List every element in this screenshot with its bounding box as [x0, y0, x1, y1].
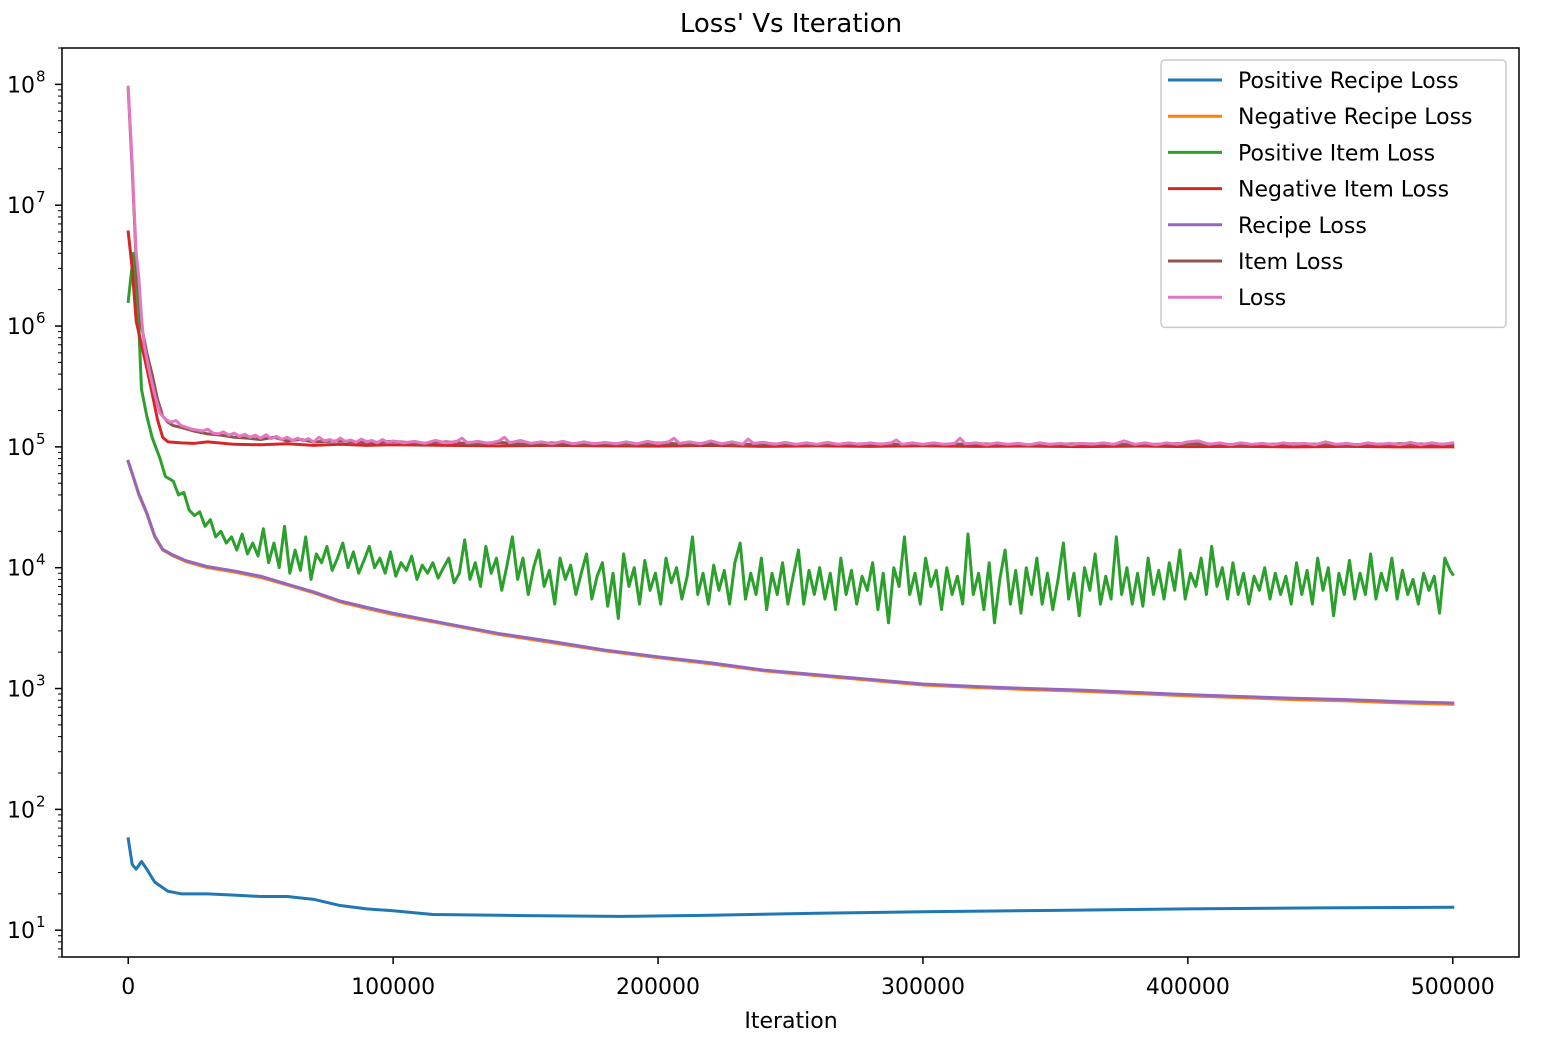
y-tick-label: 10 — [7, 315, 35, 340]
y-tick-label: 10 — [7, 194, 35, 219]
y-tick-exponent: 1 — [36, 913, 46, 931]
x-tick-label: 500000 — [1411, 975, 1495, 1000]
y-tick-label: 10 — [7, 557, 35, 582]
series-line-negative-item-loss — [126, 230, 1455, 449]
legend-label: Negative Recipe Loss — [1238, 105, 1473, 130]
series-line-recipe-loss — [126, 459, 1455, 705]
series-line-loss — [126, 85, 1455, 447]
legend-label: Negative Item Loss — [1238, 178, 1449, 203]
x-tick-label: 200000 — [616, 975, 700, 1000]
x-tick-label: 400000 — [1146, 975, 1230, 1000]
chart-title: Loss' Vs Iteration — [680, 9, 902, 39]
y-tick-label: 10 — [7, 919, 35, 944]
y-tick-exponent: 3 — [36, 672, 46, 690]
x-axis-title: Iteration — [744, 1009, 837, 1034]
legend-label: Positive Item Loss — [1238, 141, 1435, 166]
x-tick-label: 300000 — [881, 975, 965, 1000]
series-line-positive-item-loss — [126, 251, 1455, 625]
y-tick-label: 10 — [7, 73, 35, 98]
y-tick-label: 10 — [7, 678, 35, 703]
y-tick-exponent: 6 — [36, 309, 46, 327]
legend-label: Positive Recipe Loss — [1238, 69, 1459, 94]
legend-label: Loss — [1238, 286, 1286, 311]
plot-frame — [61, 47, 1520, 958]
y-tick-exponent: 2 — [36, 792, 46, 810]
legend-label: Item Loss — [1238, 250, 1343, 275]
legend-box — [1160, 59, 1507, 329]
y-tick-exponent: 5 — [36, 430, 46, 448]
legend-label: Recipe Loss — [1238, 214, 1367, 239]
legend: Positive Recipe Loss Negative Recipe Loss… — [1160, 59, 1507, 329]
x-tick-label: 0 — [121, 975, 135, 1000]
y-tick-label: 10 — [7, 436, 35, 461]
series-line-positive-recipe-loss — [126, 837, 1455, 918]
y-tick-exponent: 8 — [36, 67, 46, 85]
y-tick-label: 10 — [7, 798, 35, 823]
y-tick-exponent: 4 — [36, 551, 46, 569]
x-tick-label: 100000 — [351, 975, 435, 1000]
series-layer — [126, 85, 1455, 918]
y-tick-exponent: 7 — [36, 188, 46, 206]
